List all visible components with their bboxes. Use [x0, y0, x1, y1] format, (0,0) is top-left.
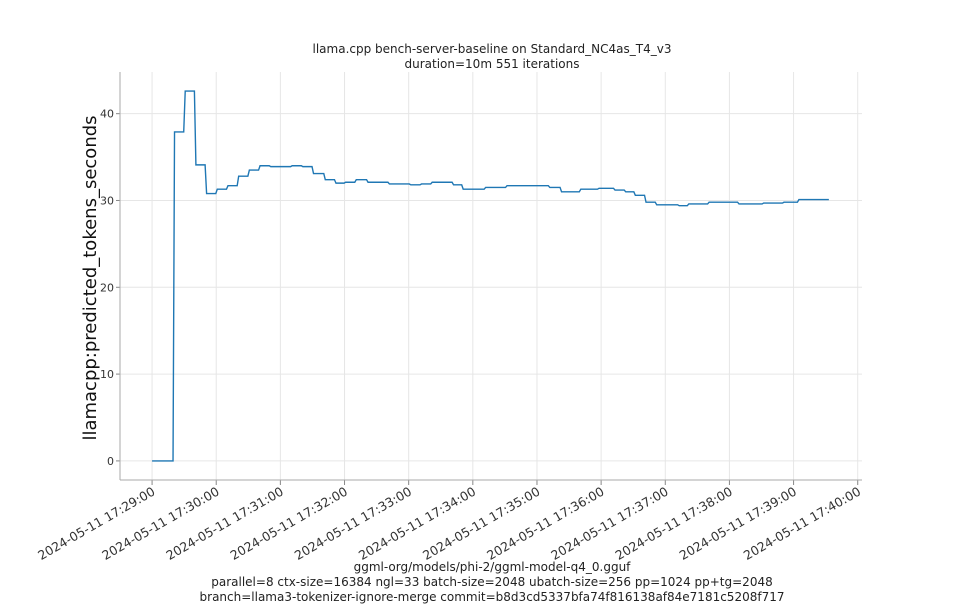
x-tick-label: 2024-05-11 17:34:00 — [356, 484, 479, 563]
footer-params: parallel=8 ctx-size=16384 ngl=33 batch-s… — [0, 575, 960, 589]
y-tick-label: 0 — [107, 455, 114, 468]
x-tick-label: 2024-05-11 17:29:00 — [35, 484, 158, 563]
x-tick-label: 2024-05-11 17:32:00 — [228, 484, 351, 563]
y-tick-label: 40 — [100, 108, 114, 121]
x-tick-label: 2024-05-11 17:39:00 — [677, 484, 800, 563]
x-tick-label: 2024-05-11 17:33:00 — [292, 484, 415, 563]
footer-model: ggml-org/models/phi-2/ggml-model-q4_0.gg… — [0, 560, 960, 574]
series-line — [152, 91, 829, 461]
y-axis-label: llamacpp:predicted_tokens_seconds — [80, 115, 101, 440]
x-tick-label: 2024-05-11 17:40:00 — [741, 484, 864, 563]
y-tick-label: 10 — [100, 368, 114, 381]
y-tick-label: 30 — [100, 194, 114, 207]
footer-branch: branch=llama3-tokenizer-ignore-merge com… — [0, 590, 960, 604]
x-tick-label: 2024-05-11 17:31:00 — [163, 484, 286, 563]
x-tick-label: 2024-05-11 17:36:00 — [484, 484, 607, 563]
x-tick-label: 2024-05-11 17:38:00 — [612, 484, 735, 563]
y-tick-label: 20 — [100, 281, 114, 294]
x-tick-label: 2024-05-11 17:37:00 — [548, 484, 671, 563]
x-tick-label: 2024-05-11 17:35:00 — [420, 484, 543, 563]
x-tick-label: 2024-05-11 17:30:00 — [99, 484, 222, 563]
